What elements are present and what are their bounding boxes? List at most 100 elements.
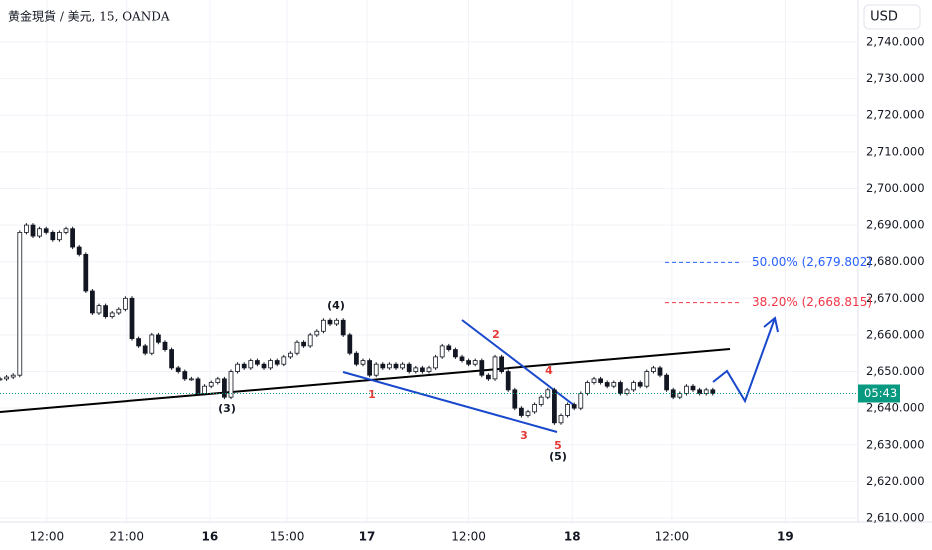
- candle: [222, 378, 227, 398]
- candle: [387, 363, 392, 369]
- candle: [637, 382, 643, 387]
- currency-button[interactable]: [863, 4, 921, 30]
- y-tick-label: 2,640.000: [866, 401, 925, 415]
- candle: [175, 367, 181, 372]
- y-tick-label: 2,720.000: [866, 108, 925, 122]
- candle: [479, 360, 485, 376]
- candle: [538, 396, 544, 405]
- candle: [697, 389, 702, 394]
- candle: [571, 404, 577, 409]
- subwave-label: 4: [545, 364, 553, 377]
- candle: [558, 415, 564, 424]
- candle: [4, 376, 9, 380]
- candle: [17, 231, 23, 376]
- candle: [604, 382, 610, 387]
- trend-line: [0, 348, 731, 413]
- candle: [690, 385, 696, 391]
- x-tick-label: 19: [777, 530, 794, 544]
- candle: [314, 330, 320, 336]
- y-tick-label: 2,610.000: [866, 511, 925, 525]
- candle: [618, 382, 623, 394]
- candle: [215, 378, 221, 383]
- currency[interactable]: USD: [870, 10, 898, 25]
- candle: [255, 360, 260, 365]
- candle: [294, 341, 300, 354]
- y-tick-label: 2,700.000: [866, 181, 925, 195]
- candle: [208, 382, 214, 387]
- candle: [37, 228, 42, 237]
- x-tick-label: 12:00: [655, 530, 690, 544]
- candle: [0, 378, 3, 381]
- candle: [651, 367, 656, 372]
- candle: [703, 389, 709, 394]
- candle: [472, 360, 478, 365]
- candle: [446, 345, 452, 350]
- candle: [512, 389, 518, 409]
- candle: [664, 374, 669, 391]
- y-tick-label: 2,630.000: [866, 437, 925, 451]
- y-tick-label: 2,670.000: [866, 291, 925, 305]
- candle: [116, 308, 122, 314]
- candle: [10, 374, 16, 378]
- fib-label: 38.20% (2,668.815): [752, 295, 872, 309]
- chart-title: 黄金現貨 / 美元, 15, OANDA: [8, 9, 170, 24]
- candle: [169, 349, 174, 369]
- candle: [83, 253, 89, 292]
- candle: [459, 356, 465, 361]
- candle: [241, 363, 247, 369]
- y-tick-label: 2,710.000: [866, 144, 925, 158]
- candle: [677, 393, 683, 398]
- candle: [63, 228, 69, 233]
- candle: [439, 345, 445, 358]
- candle: [261, 363, 267, 369]
- y-tick-label: 2,650.000: [866, 364, 925, 378]
- candle: [288, 352, 293, 358]
- candle: [532, 404, 537, 413]
- candle: [189, 378, 194, 381]
- candle: [281, 356, 287, 365]
- candle: [710, 389, 716, 394]
- candle: [142, 345, 148, 354]
- y-tick-label: 2,690.000: [866, 218, 925, 232]
- y-tick-label: 2,740.000: [866, 35, 925, 49]
- y-tick-label: 2,680.000: [866, 254, 925, 268]
- subwave-label: 2: [492, 328, 500, 341]
- candle: [235, 363, 240, 372]
- candle: [182, 371, 188, 380]
- candle: [43, 228, 49, 233]
- candle: [57, 231, 62, 241]
- candle: [373, 363, 379, 376]
- x-tick-label: 12:00: [451, 530, 486, 544]
- wave-label: (3): [218, 402, 236, 415]
- candle: [552, 389, 557, 424]
- projection-arrow: [712, 317, 776, 404]
- candle: [611, 382, 617, 387]
- candle: [466, 360, 471, 365]
- wave-label: (5): [549, 450, 567, 463]
- candle: [248, 360, 254, 369]
- candle: [195, 378, 201, 394]
- last-price-box: [858, 384, 900, 403]
- candle: [321, 319, 326, 332]
- candle: [109, 312, 115, 318]
- candle: [644, 371, 650, 387]
- candle: [30, 224, 36, 237]
- candle: [657, 367, 663, 376]
- candle: [585, 382, 590, 394]
- x-tick-label: 18: [564, 530, 581, 544]
- candle: [565, 404, 570, 416]
- candle: [492, 356, 498, 380]
- candle: [453, 349, 458, 358]
- candle: [274, 360, 280, 365]
- candle: [307, 334, 313, 347]
- candle: [578, 393, 584, 409]
- candle: [268, 360, 273, 369]
- fib-label: 50.00% (2,679.802): [752, 255, 872, 269]
- candle: [228, 371, 234, 398]
- subwave-label: 5: [554, 439, 562, 452]
- candle: [70, 228, 75, 248]
- candle: [202, 385, 207, 394]
- x-tick-label: 17: [359, 530, 376, 544]
- candle: [624, 389, 630, 394]
